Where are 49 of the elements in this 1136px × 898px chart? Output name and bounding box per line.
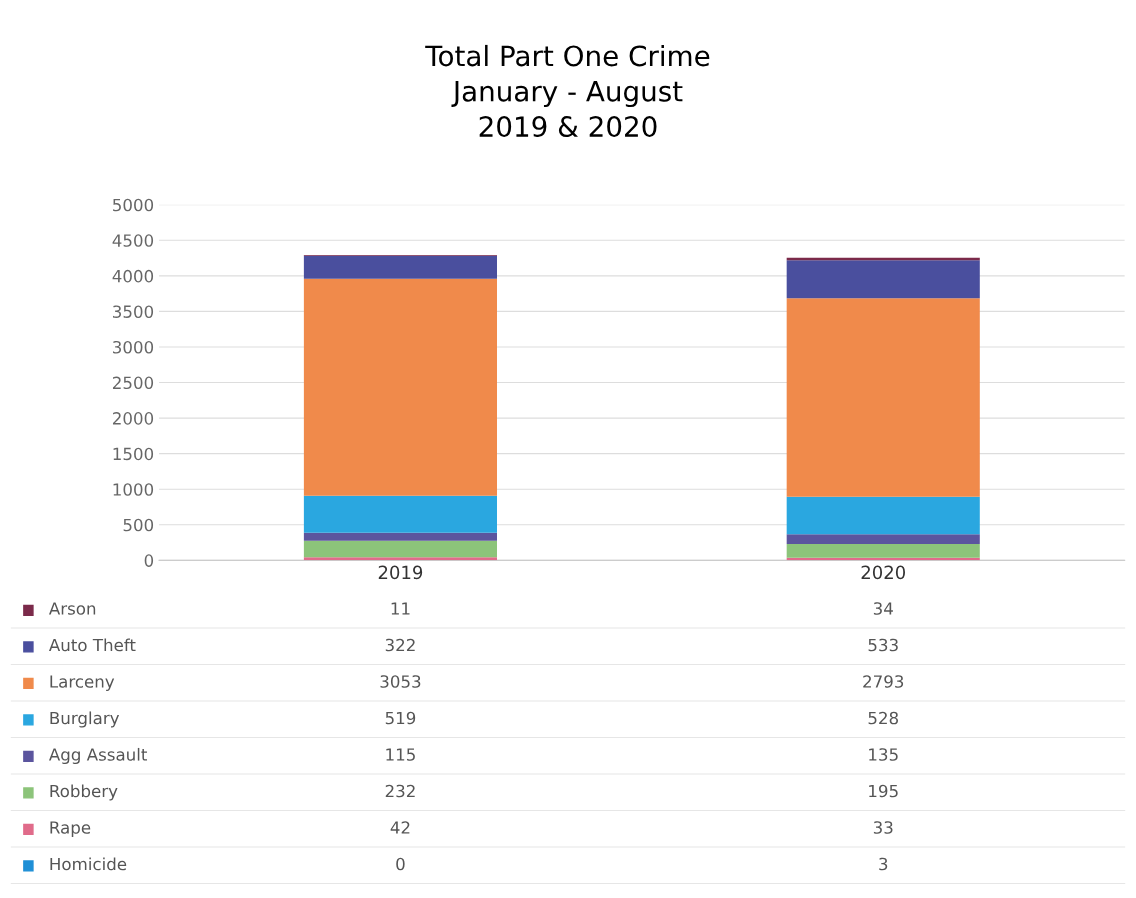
legend-label: Burglary	[50, 711, 120, 728]
y-tick-label: 5000	[113, 198, 154, 212]
bar	[303, 278, 497, 496]
bar	[303, 495, 497, 533]
y-tick-label: 2000	[112, 412, 154, 425]
legend-label: Rape	[50, 821, 91, 838]
data-label: 33	[873, 821, 893, 834]
data-label: 232	[385, 784, 415, 798]
data-label: 519	[385, 711, 416, 725]
bar	[303, 255, 497, 279]
y-tick-label: 3500	[113, 305, 154, 318]
bar	[786, 298, 980, 497]
data-label: 11	[391, 602, 410, 615]
y-tick-label: 4500	[112, 234, 154, 247]
data-label: 42	[390, 821, 410, 834]
y-tick-label: 0	[144, 554, 154, 567]
data-label: 34	[873, 602, 893, 615]
x-tick-label: 2019	[378, 565, 423, 580]
bar	[786, 496, 980, 535]
data-label: 3053	[380, 675, 421, 688]
legend-label: Robbery	[50, 784, 118, 801]
y-tick-label: 500	[123, 518, 154, 532]
bar	[786, 260, 980, 299]
data-label: 2793	[863, 675, 904, 688]
data-label: 322	[385, 638, 415, 652]
y-tick-label: 1000	[113, 483, 154, 496]
bar	[786, 534, 980, 544]
bar	[786, 543, 980, 558]
data-label: 0	[396, 857, 405, 871]
y-tick-label: 1500	[113, 447, 154, 461]
data-label: 3	[879, 857, 888, 871]
legend-label: Agg Assault	[48, 747, 148, 765]
legend-label: Auto Theft	[48, 638, 136, 652]
data-label: 528	[868, 711, 898, 725]
legend-label: Arson	[48, 602, 96, 615]
x-tick-label: 2020	[861, 565, 906, 580]
data-label: 135	[869, 748, 898, 761]
legend-label: Homicide	[50, 857, 127, 871]
legend-label: Larceny	[50, 675, 115, 692]
y-tick-label: 3000	[113, 340, 154, 354]
y-tick-label: 4000	[112, 269, 154, 283]
data-label: 533	[868, 638, 898, 652]
y-tick-label: 2500	[112, 376, 154, 390]
data-label: 115	[386, 748, 415, 761]
chart-title: Total Part One Crime January - August 2019 & 2020	[425, 44, 710, 138]
bar	[303, 557, 497, 561]
bar	[303, 532, 497, 541]
data-label: 195	[869, 784, 898, 798]
bar	[303, 540, 497, 558]
